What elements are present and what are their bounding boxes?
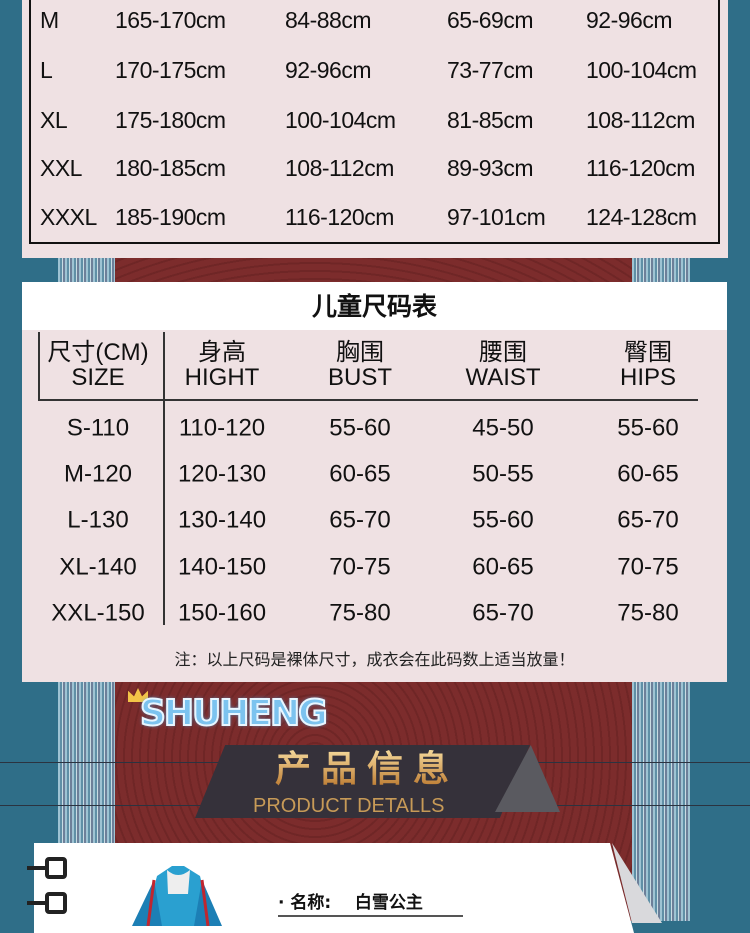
kids-size-table: 儿童尺码表 尺寸(CM) SIZE 身高 HIGHT 胸围 BUST 腰围 WAIST 臀围 HI… xyxy=(22,282,727,682)
table-cell: XXXL xyxy=(40,204,97,230)
table-cell: 60-65 xyxy=(472,553,534,581)
column-header: 尺寸(CM) SIZE xyxy=(47,340,148,390)
table-cell: M xyxy=(40,7,59,33)
table-cell: XXL-150 xyxy=(51,599,145,627)
title-band xyxy=(22,282,727,330)
table-cell: 55-60 xyxy=(472,506,534,534)
table-line xyxy=(38,332,40,400)
table-cell: 124-128cm xyxy=(586,204,697,230)
table-cell: 165-170cm xyxy=(115,7,226,33)
table-cell: 170-175cm xyxy=(115,57,226,83)
header-en: WAIST xyxy=(465,364,541,391)
table-cell: 84-88cm xyxy=(285,7,371,33)
table-cell: XL xyxy=(40,107,68,133)
table-cell: 70-75 xyxy=(617,553,679,581)
table-cell: 140-150 xyxy=(177,553,267,581)
table-cell: 100-104cm xyxy=(586,57,697,83)
table-cell: 92-96cm xyxy=(285,57,371,83)
product-image xyxy=(132,866,222,926)
adult-size-table: M 165-170cm 84-88cm 65-69cm 92-96cm L 170-175c… xyxy=(22,0,728,258)
table-cell: 75-80 xyxy=(617,599,679,627)
table-cell: 108-112cm xyxy=(285,155,394,181)
table-cell: 81-85cm xyxy=(447,107,533,133)
table-cell: 65-70 xyxy=(329,506,391,534)
table-cell: L-130 xyxy=(67,506,129,534)
table-cell: 60-65 xyxy=(329,460,391,488)
column-header: 身高 HIGHT xyxy=(185,340,260,390)
table-line xyxy=(38,399,698,401)
table-cell: 65-69cm xyxy=(447,7,533,33)
section-subtitle: PRODUCT DETALLS xyxy=(253,795,445,817)
table-cell: 92-96cm xyxy=(586,7,672,33)
header-en: SIZE xyxy=(71,364,125,391)
header-en: BUST xyxy=(327,364,393,391)
table-cell: 45-50 xyxy=(472,414,534,442)
binder-ring-icon xyxy=(27,857,73,879)
table-cell: 55-60 xyxy=(617,414,679,442)
product-card xyxy=(34,843,634,933)
table-cell: 55-60 xyxy=(329,414,391,442)
table-cell: XL-140 xyxy=(59,553,137,581)
table-cell: 50-55 xyxy=(472,460,534,488)
table-cell: 89-93cm xyxy=(447,155,533,181)
product-name-label: · 名称: xyxy=(278,893,332,913)
section-banner xyxy=(195,745,530,818)
watermark-logo: SHUHENG xyxy=(139,693,329,735)
table-cell: 73-77cm xyxy=(447,57,533,83)
table-cell: 100-104cm xyxy=(285,107,396,133)
table-cell: 70-75 xyxy=(329,553,391,581)
column-header: 臀围 HIPS xyxy=(620,340,676,390)
table-cell: 65-70 xyxy=(472,599,534,627)
table-cell: 150-160 xyxy=(177,599,267,627)
header-cn: 臀围 xyxy=(623,339,672,366)
header-cn: 腰围 xyxy=(478,339,527,366)
table-cell: 175-180cm xyxy=(115,107,226,133)
header-cn: 胸围 xyxy=(335,339,384,366)
table-line xyxy=(163,332,165,625)
table-cell: M-120 xyxy=(63,460,133,488)
binder-ring-icon xyxy=(27,892,73,914)
column-header: 胸围 BUST xyxy=(328,340,392,390)
table-cell: 130-140 xyxy=(177,506,267,534)
table-cell: S-110 xyxy=(66,414,130,442)
table-cell: 97-101cm xyxy=(447,204,546,230)
header-en: HIGHT xyxy=(184,364,260,391)
table-cell: 116-120cm xyxy=(285,204,394,230)
table-cell: 110-120 xyxy=(178,414,266,442)
product-name: · 名称: 白雪公主 xyxy=(278,893,463,917)
table-cell: L xyxy=(40,57,53,83)
product-name-value: 白雪公主 xyxy=(354,893,423,913)
table-cell: 120-130 xyxy=(177,460,267,488)
table-cell: 185-190cm xyxy=(115,204,226,230)
table-cell: XXL xyxy=(40,155,82,181)
header-cn: 尺寸(CM) xyxy=(47,339,149,366)
table-cell: 116-120cm xyxy=(586,155,695,181)
header-en: HIPS xyxy=(619,364,677,391)
table-border xyxy=(29,0,720,244)
header-cn: 身高 xyxy=(197,339,246,366)
size-note: 注：以上尺码是裸体尺寸，成衣会在此码数上适当放量！ xyxy=(174,650,575,669)
table-cell: 65-70 xyxy=(617,506,679,534)
table-cell: 75-80 xyxy=(329,599,391,627)
table-cell: 108-112cm xyxy=(586,107,695,133)
section-title: 产品信息 xyxy=(275,749,460,790)
kids-table-title: 儿童尺码表 xyxy=(311,292,437,321)
column-header: 腰围 WAIST xyxy=(465,340,540,390)
table-cell: 60-65 xyxy=(617,460,679,488)
table-cell: 180-185cm xyxy=(115,155,226,181)
